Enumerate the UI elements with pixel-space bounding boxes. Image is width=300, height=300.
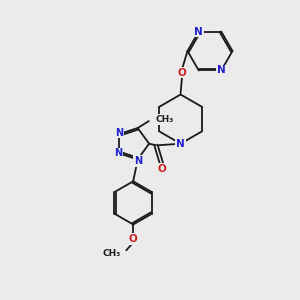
Text: N: N <box>217 65 226 76</box>
Text: N: N <box>115 128 123 137</box>
Text: N: N <box>194 26 203 37</box>
Text: O: O <box>157 164 166 174</box>
Text: CH₃: CH₃ <box>156 115 174 124</box>
Text: O: O <box>129 234 138 244</box>
Text: N: N <box>134 156 142 166</box>
Text: N: N <box>114 148 122 158</box>
Text: CH₃: CH₃ <box>102 249 120 258</box>
Text: O: O <box>178 68 187 78</box>
Text: N: N <box>176 139 185 149</box>
